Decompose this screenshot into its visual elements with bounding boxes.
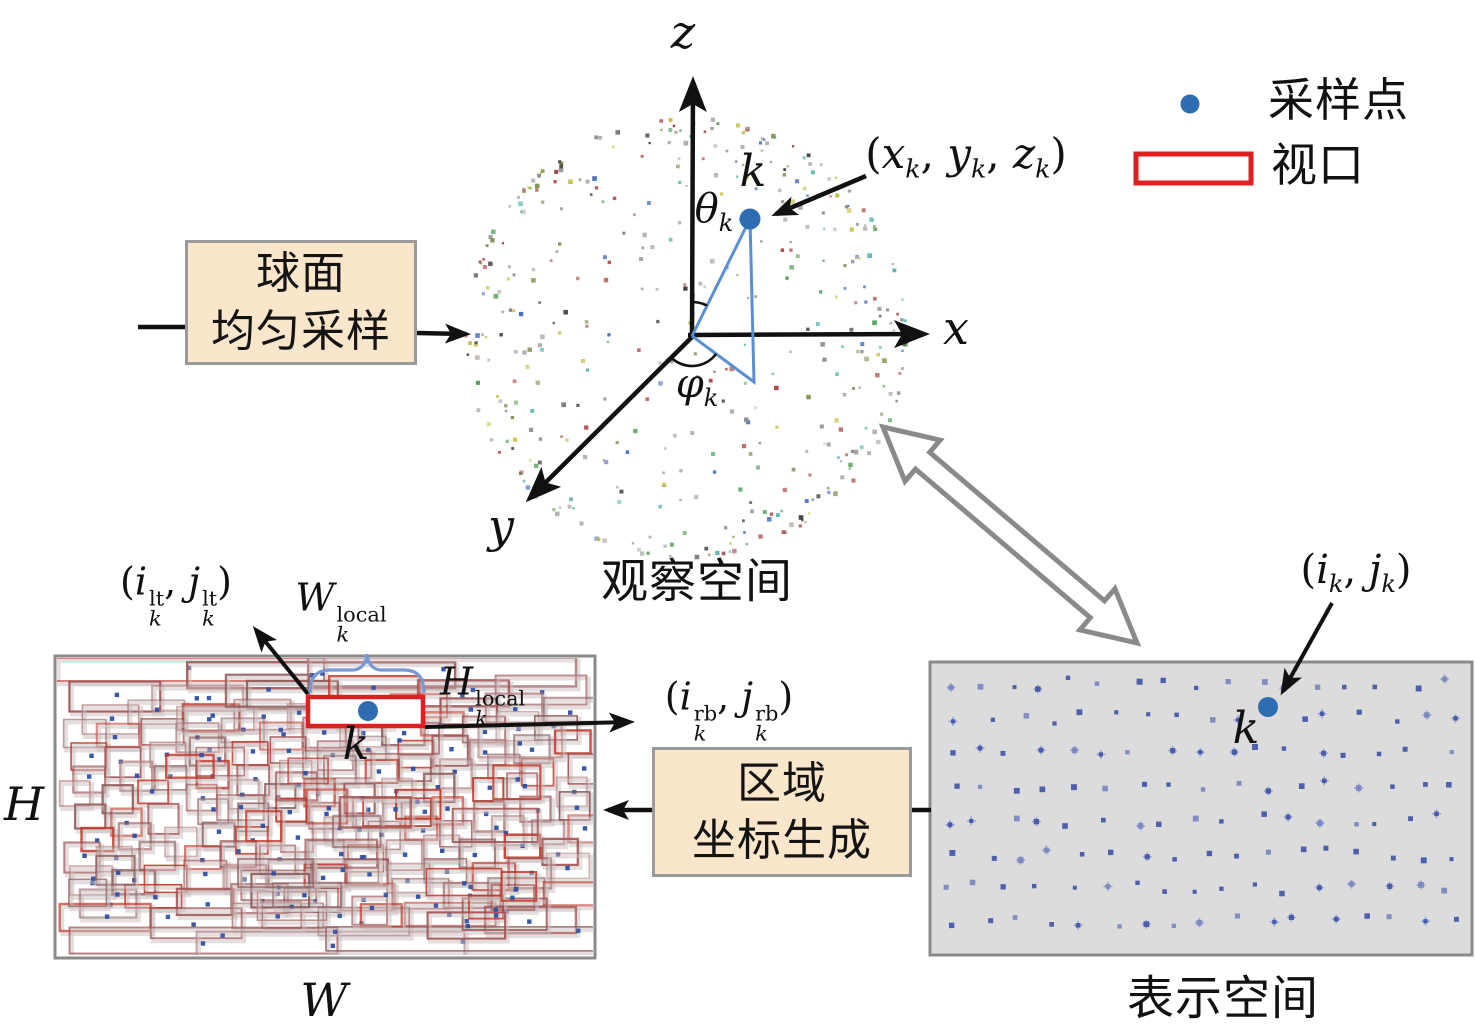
ij-lt-label: (i lt k, j lt k) <box>120 559 232 631</box>
sphere-sampling-line2: 均匀采样 <box>211 306 391 356</box>
ij-rb-arrow <box>424 712 635 733</box>
process-box-sphere-sampling: 球面 均匀采样 <box>185 240 417 365</box>
bidirectional-arrow <box>878 423 1142 647</box>
width-label: W <box>300 972 348 1027</box>
height-label: H <box>3 776 45 831</box>
ij-arrow <box>1280 602 1334 696</box>
width-brace <box>308 653 426 694</box>
spherical-triangle <box>690 218 756 386</box>
legend-sample-dot <box>1180 94 1200 114</box>
flow-arrow-to-sphere <box>416 323 471 344</box>
viewport-pack-texture <box>57 658 593 955</box>
legend-viewport-swatch <box>1133 151 1254 186</box>
y-axis <box>525 335 694 503</box>
observation-caption: 观察空间 <box>601 556 793 609</box>
rep-dot-k <box>1258 697 1278 717</box>
representation-caption: 表示空间 <box>1127 973 1319 1026</box>
z-axis <box>678 76 707 337</box>
process-box-region-coords: 区域 坐标生成 <box>652 747 912 877</box>
x-axis <box>687 320 930 349</box>
region-coords-line2: 坐标生成 <box>692 816 872 865</box>
sample-point-k <box>739 208 761 230</box>
coords-arrow <box>771 173 867 217</box>
k-label-viewport: k <box>342 718 370 770</box>
region-coords-line1: 区域 <box>737 758 827 808</box>
representation-point-grid <box>943 674 1460 930</box>
sphere-point-cloud <box>465 117 909 560</box>
phi-arc <box>669 353 718 368</box>
ij-label: (ik, jk) <box>1300 547 1412 598</box>
phi-label: φk <box>675 361 719 412</box>
legend-sample-label: 采样点 <box>1268 74 1409 126</box>
k-label-rep: k <box>1232 702 1260 754</box>
sphere-sampling-line1: 球面 <box>256 249 346 299</box>
k-label-sphere: k <box>739 145 767 197</box>
axis-label-x: x <box>943 300 969 355</box>
legend-viewport-label: 视口 <box>1271 139 1365 191</box>
ij-lt-arrow <box>252 626 310 696</box>
representation-panel <box>928 660 1474 957</box>
axis-label-y: y <box>488 498 514 553</box>
axis-label-z: z <box>670 4 696 59</box>
coords-3d-label: (xk, yk, zk) <box>865 128 1067 184</box>
viewport-dot-k <box>358 701 378 721</box>
theta-arc <box>691 300 708 307</box>
ij-rb-label: (i rb k, j rb k) <box>664 674 794 746</box>
theta-label: θk <box>694 186 734 237</box>
